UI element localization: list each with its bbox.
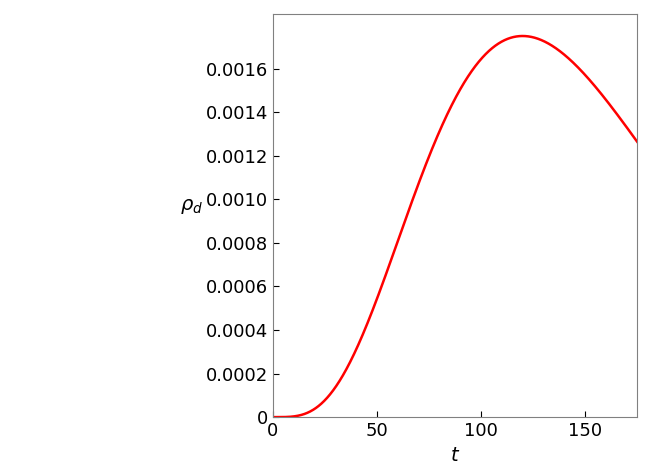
X-axis label: t: t	[451, 446, 459, 465]
Y-axis label: $\rho_d$: $\rho_d$	[180, 197, 203, 216]
